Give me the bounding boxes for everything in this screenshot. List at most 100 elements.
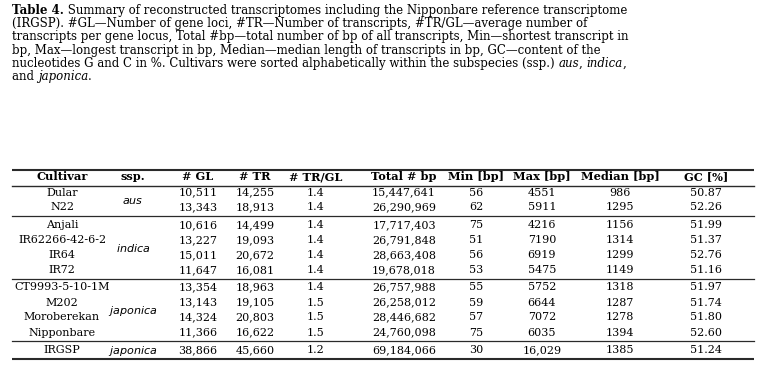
Text: indica: indica [587,57,623,70]
Text: # GL: # GL [182,172,214,183]
Text: Max [bp]: Max [bp] [513,172,571,183]
Text: 51.99: 51.99 [690,220,722,230]
Text: 18,963: 18,963 [235,282,274,292]
Text: Median [bp]: Median [bp] [581,172,660,183]
Text: GC [%]: GC [%] [684,172,728,183]
Text: Nipponbare: Nipponbare [28,328,96,337]
Text: 5752: 5752 [528,282,556,292]
Text: 15,011: 15,011 [178,250,218,260]
Text: 19,678,018: 19,678,018 [372,265,436,275]
Text: 38,866: 38,866 [178,345,218,355]
Text: IR72: IR72 [48,265,75,275]
Text: 26,791,848: 26,791,848 [372,235,436,245]
Text: 26,290,969: 26,290,969 [372,202,436,213]
Text: and: and [12,70,38,83]
Text: 14,499: 14,499 [235,220,274,230]
Text: 4551: 4551 [528,188,556,197]
Text: 7190: 7190 [528,235,556,245]
Text: M202: M202 [46,298,78,307]
Text: 51.80: 51.80 [690,312,722,323]
Text: 69,184,066: 69,184,066 [372,345,436,355]
Text: 5475: 5475 [528,265,556,275]
Text: (IRGSP). #GL—Number of gene loci, #TR—Number of transcripts, #TR/GL—average numb: (IRGSP). #GL—Number of gene loci, #TR—Nu… [12,17,588,30]
Text: 50.87: 50.87 [690,188,722,197]
Text: $\it{indica}$: $\it{indica}$ [116,243,150,255]
Text: 24,760,098: 24,760,098 [372,328,436,337]
Text: 45,660: 45,660 [235,345,274,355]
Text: Min [bp]: Min [bp] [448,172,504,183]
Text: Moroberekan: Moroberekan [24,312,100,323]
Text: 20,672: 20,672 [235,250,274,260]
Text: transcripts per gene locus, Total #bp—total number of bp of all transcripts, Min: transcripts per gene locus, Total #bp—to… [12,30,628,43]
Text: 1314: 1314 [606,235,634,245]
Text: 20,803: 20,803 [235,312,274,323]
Text: IR62266-42-6-2: IR62266-42-6-2 [18,235,106,245]
Text: aus: aus [558,57,579,70]
Text: 52.76: 52.76 [690,250,722,260]
Text: 1.4: 1.4 [307,282,325,292]
Text: 13,227: 13,227 [178,235,218,245]
Text: Cultivar: Cultivar [36,172,87,183]
Text: 52.60: 52.60 [690,328,722,337]
Text: 13,343: 13,343 [178,202,218,213]
Text: IR64: IR64 [48,250,76,260]
Text: 51.97: 51.97 [690,282,722,292]
Text: 1299: 1299 [606,250,634,260]
Text: 28,446,682: 28,446,682 [372,312,436,323]
Text: 17,717,403: 17,717,403 [372,220,436,230]
Text: 13,143: 13,143 [178,298,218,307]
Text: bp, Max—longest transcript in bp, Median—median length of transcripts in bp, GC—: bp, Max—longest transcript in bp, Median… [12,44,601,57]
Text: Dular: Dular [46,188,78,197]
Text: CT9993-5-10-1M: CT9993-5-10-1M [15,282,110,292]
Text: 1.5: 1.5 [307,298,325,307]
Text: Summary of reconstructed transcriptomes including the Nipponbare reference trans: Summary of reconstructed transcriptomes … [64,4,627,17]
Text: 1.4: 1.4 [307,202,325,213]
Text: 14,255: 14,255 [235,188,274,197]
Text: # TR/GL: # TR/GL [290,172,342,183]
Text: 51.24: 51.24 [690,345,722,355]
Text: 10,511: 10,511 [178,188,218,197]
Text: 51.37: 51.37 [690,235,722,245]
Text: 59: 59 [469,298,483,307]
Text: 1318: 1318 [606,282,634,292]
Text: 1.2: 1.2 [307,345,325,355]
Text: ssp.: ssp. [121,172,146,183]
Text: Total # bp: Total # bp [372,172,437,183]
Text: 6644: 6644 [528,298,556,307]
Text: 1278: 1278 [606,312,634,323]
Text: 1.5: 1.5 [307,312,325,323]
Text: 11,366: 11,366 [178,328,218,337]
Text: N22: N22 [50,202,74,213]
Text: 1385: 1385 [606,345,634,355]
Text: 1.4: 1.4 [307,265,325,275]
Text: 16,081: 16,081 [235,265,274,275]
Text: 6035: 6035 [528,328,556,337]
Text: 1.5: 1.5 [307,328,325,337]
Text: 18,913: 18,913 [235,202,274,213]
Text: .: . [88,70,92,83]
Text: 7072: 7072 [528,312,556,323]
Text: 52.26: 52.26 [690,202,722,213]
Text: $\it{japonica}$: $\it{japonica}$ [108,304,158,318]
Text: 16,622: 16,622 [235,328,274,337]
Text: 56: 56 [469,250,483,260]
Text: 26,258,012: 26,258,012 [372,298,436,307]
Text: nucleotides G and C in %. Cultivars were sorted alphabetically within the subspe: nucleotides G and C in %. Cultivars were… [12,57,558,70]
Text: 14,324: 14,324 [178,312,218,323]
Text: 13,354: 13,354 [178,282,218,292]
Text: 55: 55 [469,282,483,292]
Text: 16,029: 16,029 [522,345,561,355]
Text: 19,093: 19,093 [235,235,274,245]
Text: Table 4.: Table 4. [12,4,64,17]
Text: 28,663,408: 28,663,408 [372,250,436,260]
Text: 1394: 1394 [606,328,634,337]
Text: 15,447,641: 15,447,641 [372,188,436,197]
Text: 30: 30 [469,345,483,355]
Text: 6919: 6919 [528,250,556,260]
Text: 1149: 1149 [606,265,634,275]
Text: IRGSP: IRGSP [44,345,80,355]
Text: 5911: 5911 [528,202,556,213]
Text: 51.74: 51.74 [690,298,722,307]
Text: 62: 62 [469,202,483,213]
Text: japonica: japonica [38,70,88,83]
